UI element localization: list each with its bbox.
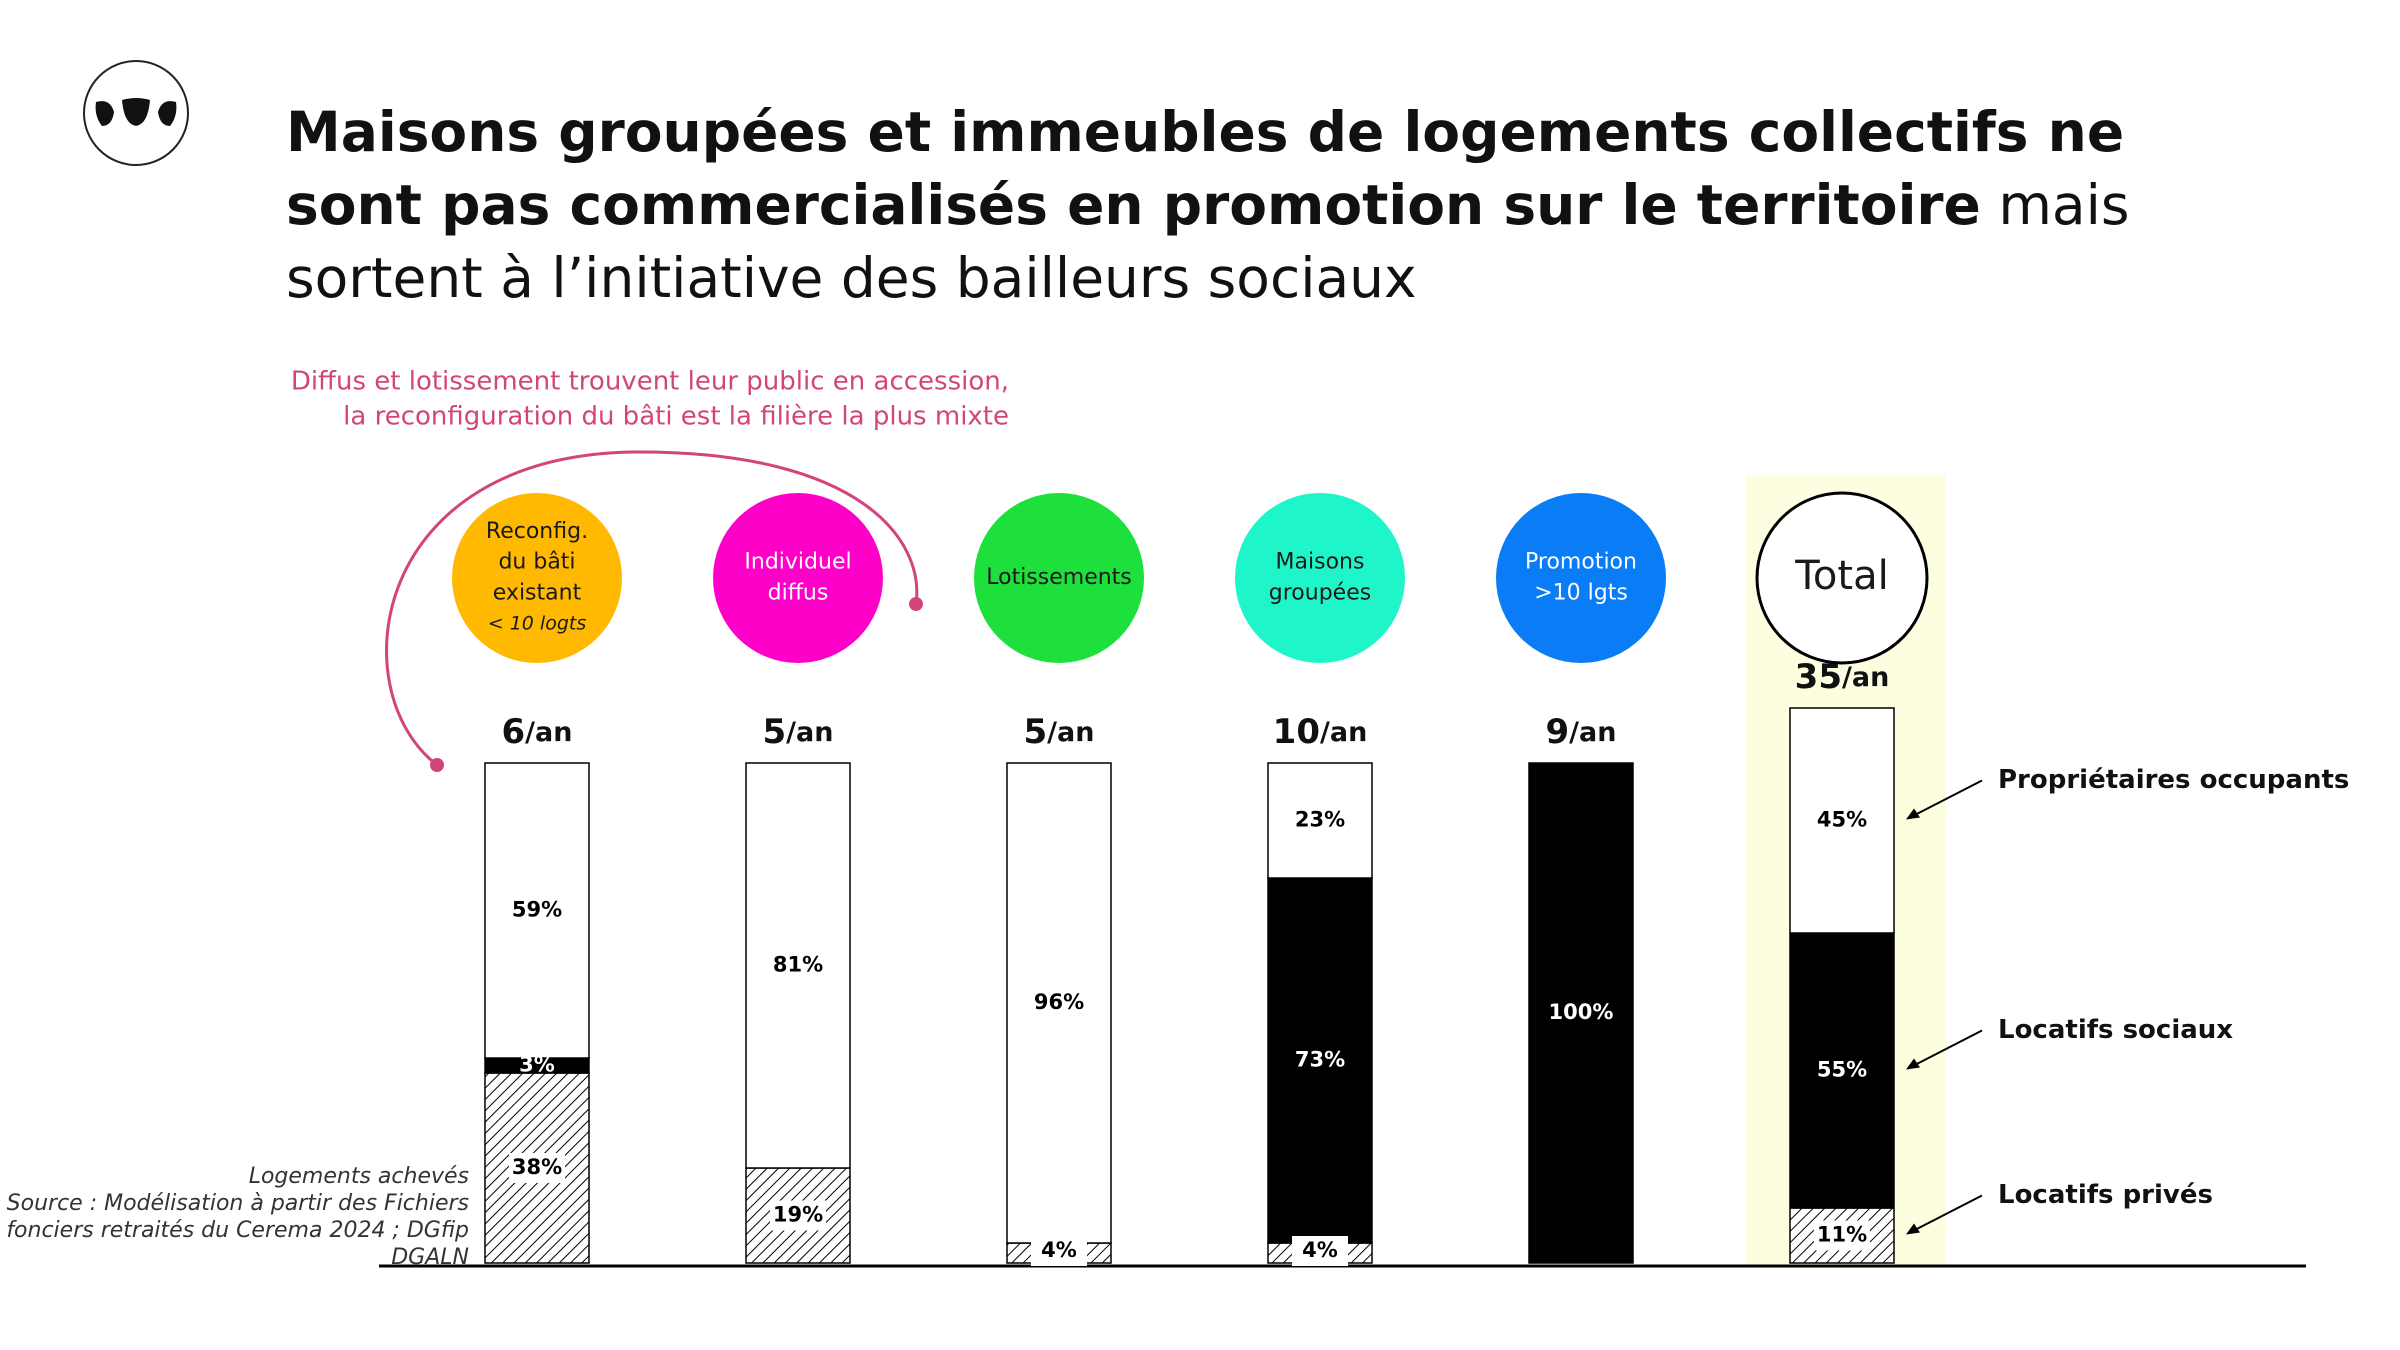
bar-segment [484, 762, 590, 1059]
bar-segment [1006, 762, 1112, 1244]
total-label: 10/an [1273, 712, 1368, 752]
legend-arrowhead [1906, 1058, 1920, 1070]
total-suffix: /an [1320, 717, 1367, 748]
label-box [509, 1153, 565, 1183]
label-box [1031, 1236, 1087, 1266]
legend-arrow [1907, 1194, 1983, 1235]
value-label: 23% [1295, 808, 1345, 832]
legend-arrowhead [1906, 1223, 1920, 1235]
category-circle [713, 493, 883, 663]
category-label: Reconfig. du bâti existant [486, 519, 588, 606]
label-box [1814, 1220, 1870, 1251]
title-rest: mais sortent à l’initiative des bailleur… [286, 173, 2130, 310]
category-label: Total [1794, 553, 1888, 599]
legend-label: Locatifs sociaux [1998, 1015, 2233, 1045]
total-label: 9/an [1546, 712, 1617, 752]
bar-segment [1528, 762, 1634, 1264]
total-value: 10 [1273, 712, 1320, 752]
legend-label: Locatifs privés [1998, 1180, 2213, 1210]
bar-segment [745, 762, 851, 1169]
total-suffix: /an [525, 717, 572, 748]
total-label: 35/an [1795, 657, 1890, 697]
annotation-arrow [385, 450, 919, 767]
value-label: 11% [1817, 1223, 1867, 1247]
category-circle [1496, 493, 1666, 663]
category-label: Individuel diffus [744, 550, 851, 606]
bar-segment [1789, 932, 1895, 1209]
total-label: 5/an [763, 712, 834, 752]
value-label: 3% [519, 1053, 555, 1077]
category-circle [974, 493, 1144, 663]
value-label: 4% [1302, 1238, 1338, 1262]
value-label: 96% [1034, 990, 1084, 1014]
total-suffix: /an [786, 717, 833, 748]
total-value: 6 [502, 712, 526, 752]
source-note: Logements achevés [249, 1164, 469, 1189]
total-value: 9 [1546, 712, 1570, 752]
bar-segment [1267, 762, 1373, 879]
legend-arrow [1907, 779, 1983, 820]
total-suffix: /an [1569, 717, 1616, 748]
total-value: 5 [1024, 712, 1048, 752]
arrow-dot [909, 597, 923, 611]
total-value: 35 [1795, 657, 1842, 697]
value-label: 100% [1549, 1000, 1614, 1024]
value-label: 19% [773, 1203, 823, 1227]
total-label: 6/an [502, 712, 573, 752]
total-value: 5 [763, 712, 787, 752]
source-note: fonciers retraités du Cerema 2024 ; DGfi… [6, 1218, 469, 1243]
value-label: 38% [512, 1155, 562, 1179]
value-label: 55% [1817, 1058, 1867, 1082]
category-note: < 10 logts [488, 613, 587, 635]
label-box [770, 1200, 826, 1231]
category-circle [452, 493, 622, 663]
value-label: 59% [512, 898, 562, 922]
annotation: Diffus et lotissement trouvent leur publ… [291, 367, 1009, 397]
legend-label: Propriétaires occupants [1998, 765, 2349, 795]
category-label: Maisons groupées [1269, 550, 1371, 606]
value-label: 4% [1041, 1238, 1077, 1262]
bar-segment [1267, 877, 1373, 1244]
category-label: Promotion >10 lgts [1525, 550, 1637, 606]
arrow-dot [430, 758, 444, 772]
total-label: 5/an [1024, 712, 1095, 752]
legend-arrowhead [1906, 808, 1920, 820]
value-label: 45% [1817, 808, 1867, 832]
category-label: Lotissements [986, 565, 1132, 590]
logo [83, 60, 189, 166]
total-suffix: /an [1047, 717, 1094, 748]
source-note: Source : Modélisation à partir des Fichi… [7, 1191, 469, 1216]
value-label: 81% [773, 953, 823, 977]
title: Maisons groupées et immeubles de logemen… [286, 96, 2186, 315]
title-bold: Maisons groupées et immeubles de logemen… [286, 100, 2125, 237]
label-box [1292, 1236, 1348, 1266]
source-note: DGALN [391, 1245, 469, 1270]
value-label: 73% [1295, 1048, 1345, 1072]
annotation: la reconfiguration du bâti est la filièr… [343, 402, 1009, 432]
category-circle [1235, 493, 1405, 663]
total-suffix: /an [1842, 662, 1889, 693]
bar-segment [1789, 707, 1895, 934]
legend-arrow [1907, 1029, 1983, 1070]
category-circle [1755, 491, 1929, 665]
